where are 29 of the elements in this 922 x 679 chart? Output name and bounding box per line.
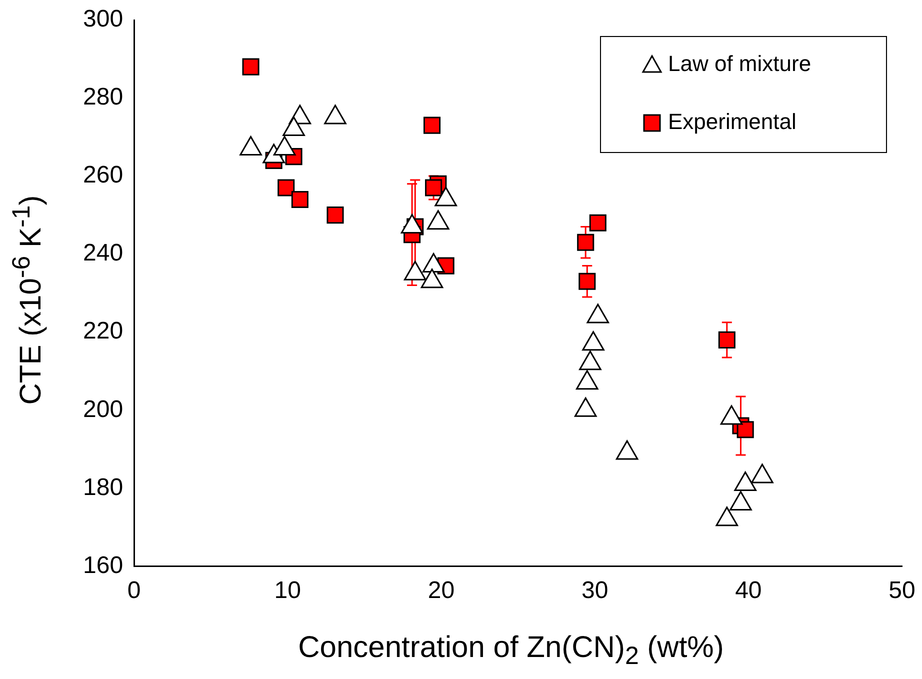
x-axis-title: Concentration of Zn(CN)$_{2}$ (wt%) (297, 631, 725, 671)
y-tick-label: 220 (82, 318, 124, 345)
point (576, 370, 598, 390)
y-tick-label: 260 (82, 162, 124, 189)
point (291, 190, 308, 208)
point (425, 179, 442, 196)
point (718, 331, 736, 348)
y-tick-label: 160 (82, 552, 124, 579)
point (589, 214, 606, 232)
point (577, 234, 594, 251)
y-tick-label: 280 (82, 84, 124, 111)
legend-label: Law of mixture (668, 51, 812, 76)
x-tick-label: 40 (735, 577, 762, 604)
point (326, 206, 344, 224)
x-tick-label: 0 (127, 577, 141, 604)
legend-label: Experimental (668, 109, 796, 134)
point (278, 179, 295, 196)
point (242, 58, 260, 76)
point (720, 405, 743, 425)
y-tick-label: 200 (82, 396, 124, 423)
point (578, 272, 596, 290)
point (423, 116, 441, 134)
x-tick-label: 10 (274, 577, 301, 604)
y-tick-label: 300 (82, 6, 124, 33)
y-tick-label: 240 (82, 240, 124, 267)
x-tick-label: 20 (428, 577, 455, 604)
x-tick-label: 50 (888, 577, 916, 604)
y-tick-label: 180 (82, 474, 124, 501)
x-tick-label: 30 (581, 577, 608, 604)
